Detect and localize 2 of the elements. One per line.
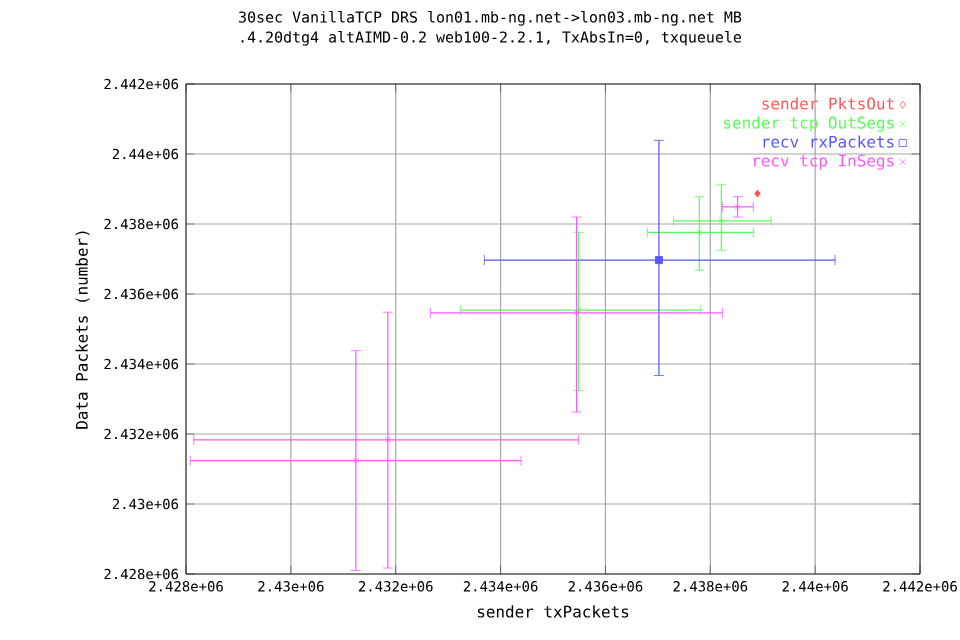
- point: [754, 189, 761, 198]
- point: [654, 256, 663, 265]
